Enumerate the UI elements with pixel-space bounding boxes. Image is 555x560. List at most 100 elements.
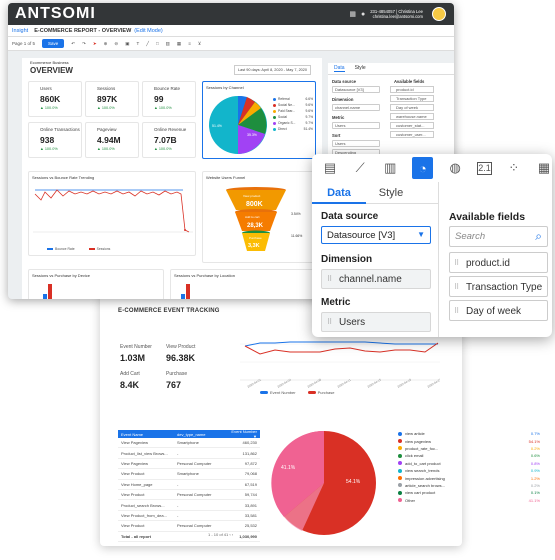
- kpi-value: 96.38K: [166, 353, 196, 363]
- kpi-purchase: Purchase 767: [166, 371, 187, 390]
- svg-text:51.4%: 51.4%: [212, 124, 222, 128]
- edit-mode-label: (Edit Mode): [134, 27, 163, 34]
- available-field[interactable]: product.id: [390, 86, 434, 93]
- user-info[interactable]: 231-4854057 | Christina Lee christina.le…: [370, 9, 423, 19]
- available-field[interactable]: Day of week: [390, 104, 434, 111]
- redo-icon[interactable]: ↷: [82, 40, 86, 46]
- save-button[interactable]: Save: [42, 39, 65, 48]
- drag-handle-icon[interactable]: ⠿: [454, 260, 460, 268]
- geo-chart-icon[interactable]: ◍: [449, 160, 461, 175]
- kpi-card-online-revenue[interactable]: Online Revenue 7.07B ▲ 100.0%: [142, 122, 196, 158]
- location-bar: [181, 294, 185, 299]
- grid-layout-icon[interactable]: ▦: [176, 40, 182, 46]
- table-pager[interactable]: 1 - 10 of 41 ‹ ›: [208, 532, 234, 537]
- avatar[interactable]: [432, 7, 446, 21]
- table-chart-icon[interactable]: ▤: [323, 160, 337, 175]
- date-range-picker[interactable]: Last 90 days: April 8, 2020 - May 7, 202…: [234, 65, 312, 75]
- zoom-in-icon[interactable]: ⊕: [103, 40, 108, 46]
- available-field[interactable]: customer_stat...: [390, 122, 434, 129]
- svg-text:3,3K: 3,3K: [248, 243, 260, 249]
- kpi-card-pageview[interactable]: Pageview 4.94M ▲ 100.0%: [85, 122, 139, 158]
- legend-purchase: Purchase: [307, 390, 334, 395]
- zoom-metric-chip[interactable]: ⠿ Users: [321, 312, 431, 332]
- pivot-table-icon[interactable]: ▦: [537, 160, 551, 175]
- zoom-field-day-of-week[interactable]: ⠿ Day of week: [449, 300, 548, 321]
- line-chart-icon[interactable]: ⟋: [355, 160, 365, 175]
- drag-handle-icon[interactable]: ⠿: [454, 284, 460, 292]
- datasource-label: Data source: [332, 79, 356, 84]
- users-funnel-card[interactable]: Website Users Funnel View product 800K A…: [202, 171, 316, 263]
- tab-data[interactable]: Data: [334, 65, 345, 72]
- sort-select[interactable]: Users: [332, 140, 380, 147]
- filter-icon[interactable]: ⊻: [197, 40, 202, 46]
- legend-dot: [398, 461, 402, 466]
- bell-icon[interactable]: ●: [360, 10, 366, 18]
- image-icon[interactable]: ▣: [125, 40, 130, 46]
- shape-icon[interactable]: □: [155, 41, 159, 46]
- event-report-title: E-COMMERCE EVENT TRACKING: [118, 308, 220, 314]
- legend-dot: [398, 468, 402, 473]
- bar-chart-icon[interactable]: ▥: [384, 160, 397, 175]
- event-line-legend: Event Number Purchase: [260, 390, 334, 395]
- kpi-card-online-transactions[interactable]: Online Transactions 938 ▲ 100.0%: [28, 122, 82, 158]
- pie-chart-icon[interactable]: ◔: [412, 157, 434, 179]
- dimension-chip[interactable]: channel.name: [332, 104, 380, 111]
- zoom-dimension-chip[interactable]: ⠿ channel.name: [321, 269, 431, 289]
- event-pie-legend: view article 0.7% view pageview 54.1% produc…: [398, 430, 540, 504]
- kpi-card-bounce-rate[interactable]: Bounce Rate 99 ▲ 100.0%: [142, 81, 196, 117]
- zoom-tab-data[interactable]: Data: [312, 182, 366, 204]
- topbar-icons: ▦ ● 231-4854057 | Christina Lee christin…: [349, 7, 454, 21]
- col-event-number[interactable]: Event Number ▼: [231, 429, 257, 439]
- legend-dot: [273, 127, 276, 131]
- sessions-bounce-trend-card[interactable]: Sessions vs Bounce Rate Trending Bounce …: [28, 171, 196, 256]
- col-dev-type[interactable]: dev_type_name: [177, 431, 206, 437]
- panel-tabs: Data Style: [328, 63, 454, 75]
- zoom-divider: [438, 182, 439, 337]
- zoom-tab-style[interactable]: Style: [378, 187, 404, 199]
- kpi-card-users[interactable]: Users 860K ▲ 100.0%: [28, 81, 82, 117]
- line-icon[interactable]: ╱: [146, 40, 149, 46]
- zoom-datasource-select[interactable]: Datasource [V3] ▼: [321, 226, 431, 244]
- chart-icon[interactable]: ▥: [165, 40, 170, 46]
- kpi-label: View Product: [166, 344, 196, 350]
- svg-text:Purchase: Purchase: [249, 236, 262, 240]
- drag-handle-icon[interactable]: ⠿: [327, 276, 333, 284]
- page-selector[interactable]: Page 1 of 5: [12, 41, 36, 46]
- kpi-value: 767: [166, 380, 182, 390]
- sessions-by-channel-card[interactable]: Sessions by Channel 51.4% 35.3% Referral…: [202, 81, 316, 159]
- zoom-search-input[interactable]: Search ⌕: [449, 226, 548, 247]
- col-event-name[interactable]: Event Name: [121, 431, 144, 437]
- zoom-out-icon[interactable]: ⊖: [114, 40, 119, 46]
- grid-icon[interactable]: ▦: [349, 11, 356, 18]
- available-field[interactable]: warehouse.name: [390, 113, 434, 120]
- datasource-select[interactable]: Datasource [V3]: [332, 86, 380, 93]
- zoom-field-transaction-type[interactable]: ⠿ Transaction Type: [449, 276, 548, 297]
- kpi-label: Purchase: [166, 371, 188, 377]
- search-icon[interactable]: ⌕: [535, 229, 542, 243]
- location-chart-card[interactable]: Sessions vs Purchase by Location: [170, 269, 316, 299]
- drag-handle-icon[interactable]: ⠿: [454, 308, 460, 316]
- svg-text:800K: 800K: [246, 201, 263, 208]
- text-icon[interactable]: T: [136, 41, 140, 46]
- zoom-field-product-id[interactable]: ⠿ product.id: [449, 252, 548, 273]
- device-bar: [48, 284, 52, 299]
- channel-card-title: Sessions by Channel: [206, 85, 244, 90]
- kpi-card-sessions[interactable]: Sessions 897K ▲ 100.0%: [85, 81, 139, 117]
- pie-legend-item: view pageview 54.1%: [398, 437, 540, 444]
- breadcrumb-insight[interactable]: Insight: [12, 27, 29, 34]
- pie-label-pageview: 54.1%: [346, 479, 361, 485]
- drag-handle-icon[interactable]: ⠿: [327, 319, 333, 327]
- align-icon[interactable]: ≡: [188, 41, 191, 46]
- cursor-icon[interactable]: ➤: [92, 40, 97, 46]
- device-chart-card[interactable]: Sessions vs Purchase by Device: [28, 269, 164, 299]
- undo-icon[interactable]: ↶: [71, 40, 76, 46]
- dashboard-title: OVERVIEW: [30, 66, 73, 75]
- table-row: View Pageview Personal Computer 97,872: [118, 459, 260, 470]
- scatter-chart-icon[interactable]: ⁘: [508, 160, 520, 175]
- available-field[interactable]: Transaction Type: [390, 95, 434, 102]
- tab-style[interactable]: Style: [354, 65, 366, 71]
- available-field[interactable]: customer_user...: [390, 131, 434, 138]
- scorecard-icon[interactable]: 2.1: [477, 161, 492, 175]
- event-line-chart: 2020-04-01 2020-04-04 2020-04-08 2020-04…: [240, 341, 440, 389]
- metric-chip[interactable]: Users: [332, 122, 380, 129]
